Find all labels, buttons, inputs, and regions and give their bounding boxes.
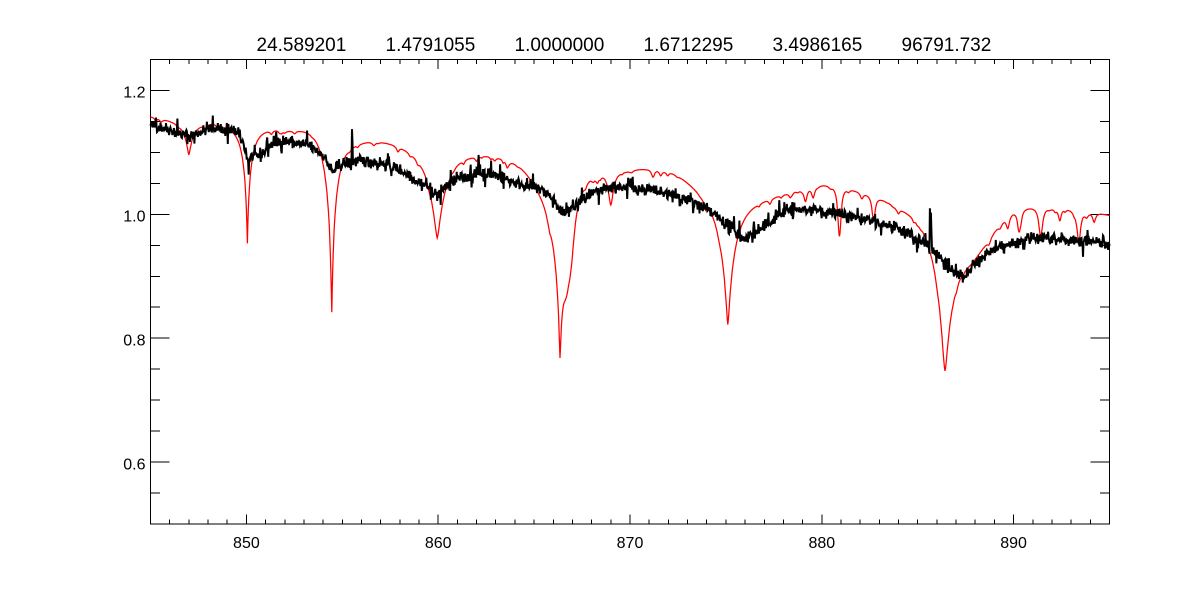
svg-text:1.2: 1.2 [123, 85, 145, 102]
svg-text:1.0: 1.0 [123, 209, 145, 226]
svg-text:870: 870 [617, 535, 644, 552]
svg-text:850: 850 [233, 535, 260, 552]
svg-text:860: 860 [425, 535, 452, 552]
svg-text:1.4791055: 1.4791055 [386, 35, 476, 56]
svg-text:24.589201: 24.589201 [257, 35, 347, 56]
svg-text:1.6712295: 1.6712295 [644, 35, 734, 56]
svg-text:0.8: 0.8 [123, 332, 145, 349]
svg-text:96791.732: 96791.732 [902, 35, 992, 56]
svg-text:890: 890 [1000, 535, 1027, 552]
svg-text:3.4986165: 3.4986165 [773, 35, 863, 56]
svg-text:1.0000000: 1.0000000 [515, 35, 605, 56]
svg-text:880: 880 [808, 535, 835, 552]
svg-text:0.6: 0.6 [123, 456, 145, 473]
